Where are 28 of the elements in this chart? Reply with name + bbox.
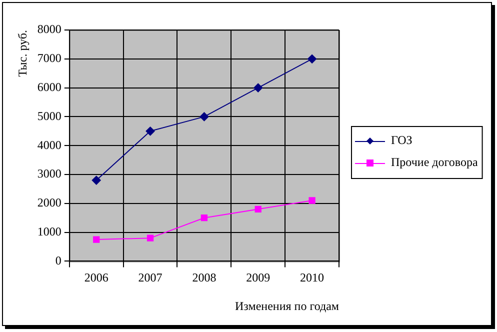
point [308, 197, 316, 204]
point [308, 54, 317, 64]
point [146, 126, 155, 136]
point [200, 112, 209, 122]
y-axis-title: Тыс. руб. [15, 30, 30, 77]
y-tick-label: 4000 [37, 138, 62, 152]
point [92, 176, 101, 185]
x-tick-label: 2008 [192, 270, 216, 285]
x-axis-title: Изменения по годам [235, 298, 340, 313]
point [254, 83, 263, 92]
y-tick-label: 1000 [37, 224, 62, 238]
legend-label: Прочие договора [391, 155, 478, 170]
point [254, 206, 262, 213]
y-tick-label: 3000 [37, 166, 62, 181]
point [146, 234, 154, 242]
x-tick-label: 2006 [84, 270, 108, 285]
x-tick-label: 2007 [138, 270, 162, 285]
y-tick-label: 7000 [37, 51, 62, 66]
y-tick-label: 6000 [37, 80, 62, 94]
x-tick-label: 2010 [300, 270, 324, 285]
y-tick-label: 2000 [37, 196, 62, 210]
x-tick-label: 2009 [246, 270, 270, 285]
y-tick-label: 0 [55, 253, 62, 268]
point [200, 214, 208, 222]
legend-label: ГОЗ [391, 133, 412, 148]
y-tick-label: 5000 [37, 108, 62, 123]
point [93, 236, 100, 243]
y-tick-label: 8000 [37, 22, 62, 36]
